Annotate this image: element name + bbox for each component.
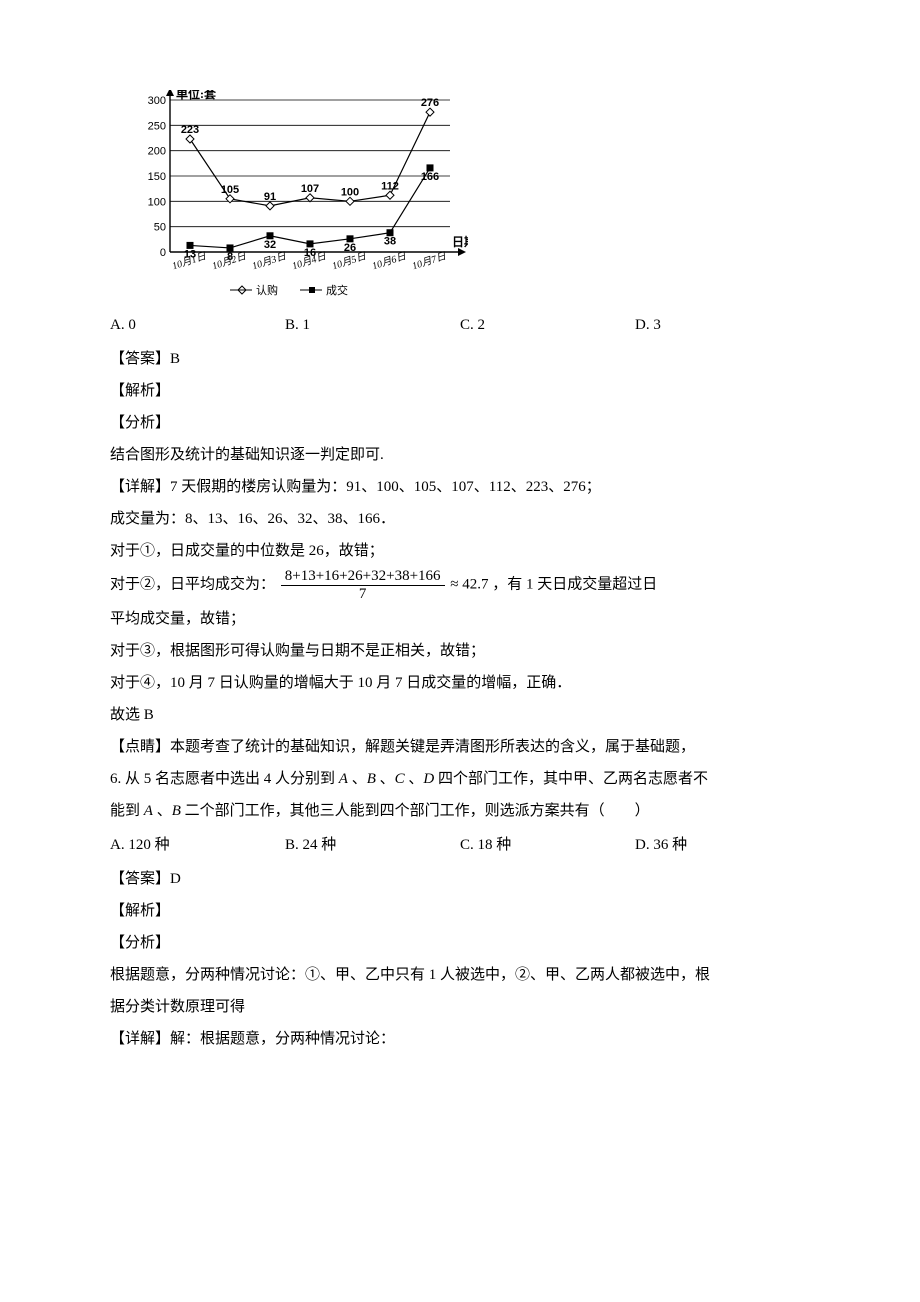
q5-dianjing: 【点睛】本题考查了统计的基础知识，解题关键是弄清图形所表达的含义，属于基础题， (110, 732, 810, 762)
svg-text:日期: 日期 (452, 234, 468, 249)
q6-C: C (395, 771, 405, 787)
q6-B2: B (172, 803, 181, 819)
detail-label: 【详解】 (110, 1031, 170, 1047)
line-chart: 050100150200250300单位:套日期10月1日10月2日10月3日1… (128, 90, 468, 300)
q5-answer: 【答案】B (110, 344, 810, 374)
q6-stem-e: 四个部门工作，其中甲、乙两名志愿者不 (434, 771, 708, 787)
svg-text:100: 100 (148, 196, 166, 208)
svg-text:112: 112 (381, 180, 399, 192)
svg-text:166: 166 (421, 171, 439, 183)
q6-detail-l1: 解：根据题意，分两种情况讨论： (170, 1031, 395, 1047)
svg-text:107: 107 (301, 183, 319, 195)
svg-text:223: 223 (181, 124, 199, 136)
q5-detail-4: 对于②，日平均成交为： 8+13+16+26+32+38+166 7 ≈ 42.… (110, 568, 810, 602)
q5-detail-5: 对于③，根据图形可得认购量与日期不是正相关，故错； (110, 636, 810, 666)
q5-option-d: D. 3 (635, 310, 810, 340)
svg-text:100: 100 (341, 186, 359, 198)
q6-stem-a: 6. 从 5 名志愿者中选出 4 人分别到 (110, 771, 339, 787)
svg-text:32: 32 (264, 239, 276, 251)
svg-text:10月7日: 10月7日 (411, 251, 449, 273)
svg-text:10月6日: 10月6日 (371, 251, 409, 273)
q6-analysis-1: 根据题意，分两种情况讨论：①、甲、乙中只有 1 人被选中，②、甲、乙两人都被选中… (110, 960, 810, 990)
svg-text:13: 13 (184, 248, 196, 260)
q6-analysis-2: 据分类计数原理可得 (110, 992, 810, 1022)
svg-text:10月3日: 10月3日 (251, 251, 289, 273)
q6-stem-line1: 6. 从 5 名志愿者中选出 4 人分别到 A 、B 、C 、D 四个部门工作，… (110, 764, 810, 794)
q5-detail-l1: 7 天假期的楼房认购量为：91、100、105、107、112、223、276； (170, 479, 601, 495)
q6-option-a: A. 120 种 (110, 830, 285, 860)
q5-option-c: C. 2 (460, 310, 635, 340)
svg-text:16: 16 (304, 247, 316, 259)
fraction: 8+13+16+26+32+38+166 7 (281, 568, 445, 602)
sep: 、 (153, 803, 172, 819)
q5-detail-1: 【详解】7 天假期的楼房认购量为：91、100、105、107、112、223、… (110, 472, 810, 502)
fraction-denominator: 7 (281, 585, 445, 603)
sep: 、 (348, 771, 367, 787)
svg-text:38: 38 (384, 236, 396, 248)
q5-analysis-intro: 结合图形及统计的基础知识逐一判定即可. (110, 440, 810, 470)
q6-D: D (423, 771, 434, 787)
svg-text:91: 91 (264, 191, 276, 203)
q5-option-a: A. 0 (110, 310, 285, 340)
q6-sub-label: 【分析】 (110, 928, 810, 958)
q5-options: A. 0 B. 1 C. 2 D. 3 (110, 310, 810, 340)
q5-detail-7: 故选 B (110, 700, 810, 730)
q6-stem-h: 二个部门工作，其他三人能到四个部门工作，则选派方案共有（ ） (181, 803, 650, 819)
svg-text:300: 300 (148, 95, 166, 107)
q5-detail-4b: ≈ 42.7 ，有 1 天日成交量超过日 (450, 576, 657, 592)
q6-option-d: D. 36 种 (635, 830, 810, 860)
q6-B: B (367, 771, 376, 787)
svg-text:单位:套: 单位:套 (176, 90, 217, 101)
q5-option-b: B. 1 (285, 310, 460, 340)
q6-option-b: B. 24 种 (285, 830, 460, 860)
svg-text:250: 250 (148, 120, 166, 132)
q6-stem-f: 能到 (110, 803, 144, 819)
q5-detail-4c: 平均成交量，故错； (110, 604, 810, 634)
q5-detail-6: 对于④，10 月 7 日认购量的增幅大于 10 月 7 日成交量的增幅，正确． (110, 668, 810, 698)
q5-detail-3: 对于①，日成交量的中位数是 26，故错； (110, 536, 810, 566)
q5-detail-2: 成交量为：8、13、16、26、32、38、166． (110, 504, 810, 534)
svg-text:26: 26 (344, 242, 356, 254)
svg-text:8: 8 (227, 251, 233, 263)
svg-text:成交: 成交 (326, 283, 348, 297)
q5-detail-4a: 对于②，日平均成交为： (110, 576, 275, 592)
svg-text:10月5日: 10月5日 (331, 251, 369, 273)
detail-label: 【详解】 (110, 479, 170, 495)
chart-container: 050100150200250300单位:套日期10月1日10月2日10月3日1… (128, 90, 810, 300)
svg-text:认购: 认购 (256, 283, 278, 297)
q6-options: A. 120 种 B. 24 种 C. 18 种 D. 36 种 (110, 830, 810, 860)
sep: 、 (405, 771, 424, 787)
svg-text:50: 50 (154, 222, 166, 234)
q6-option-c: C. 18 种 (460, 830, 635, 860)
svg-text:0: 0 (160, 247, 166, 259)
q6-answer: 【答案】D (110, 864, 810, 894)
dianjing-label: 【点睛】 (110, 739, 170, 755)
q6-detail: 【详解】解：根据题意，分两种情况讨论： (110, 1024, 810, 1054)
q6-analysis-label: 【解析】 (110, 896, 810, 926)
svg-text:150: 150 (148, 171, 166, 183)
sep: 、 (376, 771, 395, 787)
svg-text:200: 200 (148, 146, 166, 158)
svg-text:105: 105 (221, 184, 239, 196)
fraction-numerator: 8+13+16+26+32+38+166 (281, 568, 445, 585)
q5-sub-label: 【分析】 (110, 408, 810, 438)
q6-stem-line2: 能到 A 、B 二个部门工作，其他三人能到四个部门工作，则选派方案共有（ ） (110, 796, 810, 826)
svg-text:276: 276 (421, 97, 439, 109)
q6-A2: A (144, 803, 153, 819)
q5-dianjing-text: 本题考查了统计的基础知识，解题关键是弄清图形所表达的含义，属于基础题， (170, 739, 695, 755)
q5-analysis-label: 【解析】 (110, 376, 810, 406)
q6-A: A (339, 771, 348, 787)
